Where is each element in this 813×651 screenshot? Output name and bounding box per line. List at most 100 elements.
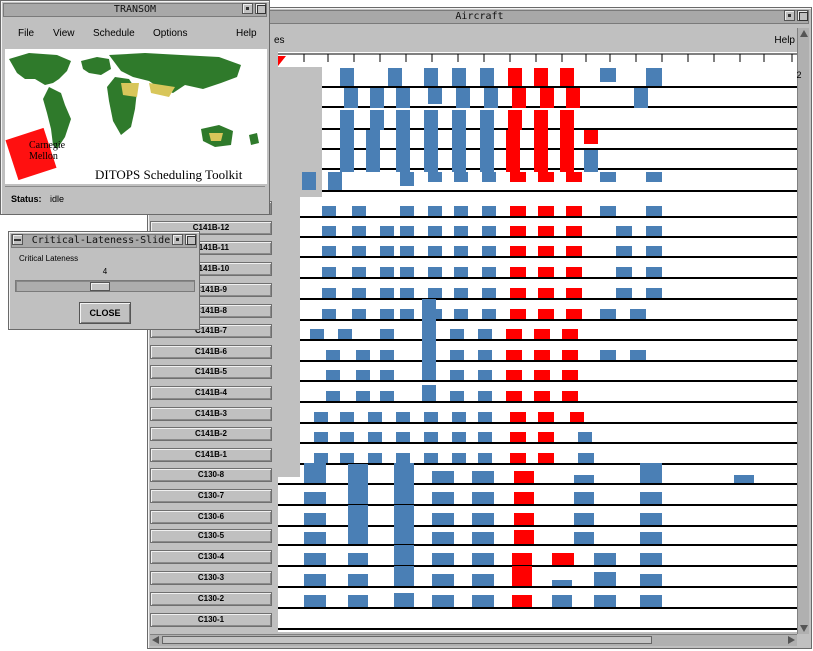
task-bar[interactable] xyxy=(380,226,394,236)
row-label-button[interactable]: C130-4 xyxy=(150,550,272,564)
task-bar[interactable] xyxy=(640,492,662,504)
slider-titlebar[interactable]: Critical-Lateness-Slider xyxy=(11,234,197,248)
scroll-thumb[interactable] xyxy=(162,636,652,644)
task-bar[interactable] xyxy=(394,566,414,586)
task-bar[interactable] xyxy=(646,246,662,256)
row-label-button[interactable]: C130-3 xyxy=(150,571,272,585)
vertical-scrollbar[interactable] xyxy=(797,28,809,634)
task-bar[interactable] xyxy=(452,412,466,422)
task-bar[interactable] xyxy=(396,412,410,422)
task-bar[interactable] xyxy=(478,350,492,360)
task-bar[interactable] xyxy=(394,593,414,607)
task-bar[interactable] xyxy=(348,553,368,565)
task-bar[interactable] xyxy=(422,338,436,360)
row-label-button[interactable]: C130-8 xyxy=(150,468,272,482)
task-bar[interactable] xyxy=(600,68,616,82)
task-bar[interactable] xyxy=(394,505,414,525)
lateness-slider[interactable] xyxy=(15,280,195,292)
task-bar[interactable] xyxy=(380,350,394,360)
late-task-bar[interactable] xyxy=(562,391,578,401)
late-task-bar[interactable] xyxy=(538,412,554,422)
late-task-bar[interactable] xyxy=(510,206,526,216)
task-bar[interactable] xyxy=(424,453,438,463)
task-bar[interactable] xyxy=(616,226,632,236)
task-bar[interactable] xyxy=(394,464,414,504)
task-bar[interactable] xyxy=(368,453,382,463)
task-bar[interactable] xyxy=(454,226,468,236)
task-bar[interactable] xyxy=(450,329,464,339)
task-bar[interactable] xyxy=(352,226,366,236)
task-bar[interactable] xyxy=(482,172,496,182)
minimize-icon[interactable] xyxy=(784,10,795,21)
task-bar[interactable] xyxy=(328,172,342,190)
late-task-bar[interactable] xyxy=(566,309,582,319)
task-bar[interactable] xyxy=(640,574,662,586)
late-task-bar[interactable] xyxy=(538,432,554,442)
task-bar[interactable] xyxy=(478,370,492,380)
task-bar[interactable] xyxy=(396,150,410,172)
task-bar[interactable] xyxy=(400,172,414,186)
late-task-bar[interactable] xyxy=(562,370,578,380)
task-bar[interactable] xyxy=(482,226,496,236)
task-bar[interactable] xyxy=(452,150,466,172)
maximize-icon[interactable] xyxy=(185,234,196,245)
task-bar[interactable] xyxy=(380,309,394,319)
task-bar[interactable] xyxy=(400,206,414,216)
late-task-bar[interactable] xyxy=(510,453,526,463)
late-task-bar[interactable] xyxy=(512,88,526,108)
row-label-button[interactable]: C141B-2 xyxy=(150,427,272,441)
late-task-bar[interactable] xyxy=(506,391,522,401)
task-bar[interactable] xyxy=(482,246,496,256)
task-bar[interactable] xyxy=(480,68,494,86)
task-bar[interactable] xyxy=(478,391,492,401)
task-bar[interactable] xyxy=(594,595,616,607)
task-bar[interactable] xyxy=(370,88,384,108)
task-bar[interactable] xyxy=(478,412,492,422)
task-bar[interactable] xyxy=(352,206,366,216)
task-bar[interactable] xyxy=(322,309,336,319)
task-bar[interactable] xyxy=(454,288,468,298)
late-task-bar[interactable] xyxy=(538,226,554,236)
late-task-bar[interactable] xyxy=(508,110,522,130)
task-bar[interactable] xyxy=(480,150,494,172)
minimize-icon[interactable] xyxy=(172,234,183,245)
row-label-button[interactable]: C141B-5 xyxy=(150,365,272,379)
late-task-bar[interactable] xyxy=(512,566,532,586)
late-task-bar[interactable] xyxy=(510,432,526,442)
task-bar[interactable] xyxy=(452,130,466,150)
row-label-button[interactable]: C130-7 xyxy=(150,489,272,503)
task-bar[interactable] xyxy=(640,595,662,607)
task-bar[interactable] xyxy=(314,453,328,463)
task-bar[interactable] xyxy=(396,130,410,150)
task-bar[interactable] xyxy=(326,391,340,401)
menu-partial-item[interactable]: es xyxy=(274,35,285,46)
late-task-bar[interactable] xyxy=(538,206,554,216)
task-bar[interactable] xyxy=(400,309,414,319)
task-bar[interactable] xyxy=(348,595,368,607)
task-bar[interactable] xyxy=(424,432,438,442)
task-bar[interactable] xyxy=(304,532,326,544)
task-bar[interactable] xyxy=(578,453,594,463)
task-bar[interactable] xyxy=(428,226,442,236)
late-task-bar[interactable] xyxy=(510,172,526,182)
task-bar[interactable] xyxy=(380,370,394,380)
late-task-bar[interactable] xyxy=(566,226,582,236)
late-task-bar[interactable] xyxy=(514,513,534,525)
task-bar[interactable] xyxy=(356,350,370,360)
late-task-bar[interactable] xyxy=(540,88,554,108)
task-bar[interactable] xyxy=(370,110,384,130)
aircraft-titlebar[interactable]: Aircraft xyxy=(150,10,809,24)
late-task-bar[interactable] xyxy=(566,246,582,256)
late-task-bar[interactable] xyxy=(514,492,534,504)
task-bar[interactable] xyxy=(452,110,466,130)
task-bar[interactable] xyxy=(366,130,380,150)
task-bar[interactable] xyxy=(422,299,436,339)
task-bar[interactable] xyxy=(428,172,442,182)
task-bar[interactable] xyxy=(478,432,492,442)
task-bar[interactable] xyxy=(450,391,464,401)
transom-titlebar[interactable]: TRANSOM xyxy=(3,3,267,17)
task-bar[interactable] xyxy=(578,432,592,442)
scroll-left-icon[interactable] xyxy=(152,636,159,644)
task-bar[interactable] xyxy=(640,513,662,525)
task-bar[interactable] xyxy=(338,329,352,339)
